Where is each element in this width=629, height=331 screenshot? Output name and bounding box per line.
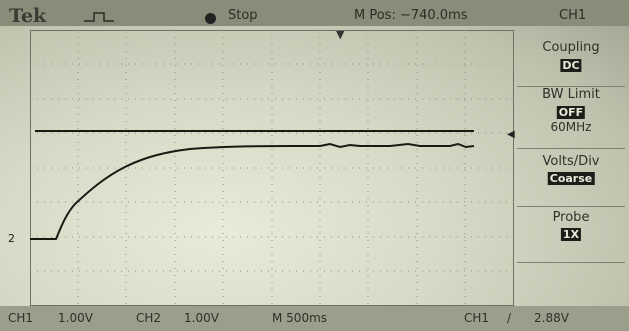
trigger-level: 2.88V bbox=[534, 311, 569, 325]
top-status-bar: Tek Stop M Pos: −740.0ms CH1 bbox=[0, 0, 629, 27]
coupling-label: Coupling bbox=[542, 40, 600, 55]
channel-menu: Coupling DC BW Limit OFF 60MHz Volts/Div… bbox=[513, 26, 629, 306]
graticule-border bbox=[30, 30, 514, 306]
volts-div-value: Coarse bbox=[547, 172, 595, 185]
ch1-scale: 1.00V bbox=[58, 311, 93, 325]
stop-indicator-icon bbox=[205, 13, 216, 24]
horizontal-position: M Pos: −740.0ms bbox=[354, 8, 468, 23]
channel-2-ground-marker: 2 bbox=[8, 232, 15, 245]
empty-menu-button[interactable] bbox=[517, 262, 625, 307]
probe-value: 1X bbox=[560, 228, 582, 241]
ch2-trace bbox=[30, 142, 475, 240]
bw-limit-value: OFF bbox=[556, 106, 586, 119]
bottom-status-bar: CH1 1.00V CH2 1.00V M 500ms CH1 / 2.88V bbox=[0, 306, 629, 331]
brand-logo: Tek bbox=[9, 5, 47, 27]
menu-title: CH1 bbox=[559, 8, 587, 23]
run-state: Stop bbox=[228, 8, 258, 23]
graticule-grid bbox=[30, 30, 514, 306]
volts-div-menu-button[interactable]: Volts/Div Coarse bbox=[517, 148, 625, 207]
probe-label: Probe bbox=[552, 210, 590, 225]
volts-div-label: Volts/Div bbox=[542, 154, 600, 169]
bw-limit-label: BW Limit bbox=[542, 87, 600, 102]
bw-limit-frequency: 60MHz bbox=[550, 120, 592, 134]
bw-limit-menu-button[interactable]: BW Limit OFF 60MHz bbox=[517, 86, 625, 149]
coupling-value: DC bbox=[560, 59, 582, 72]
trigger-slope-icon: / bbox=[507, 311, 512, 325]
timebase: M 500ms bbox=[272, 311, 328, 325]
ch2-scale: 1.00V bbox=[184, 311, 219, 325]
trigger-pulse-icon bbox=[84, 12, 114, 22]
trigger-position-marker: ▼ bbox=[336, 28, 345, 41]
ch1-label: CH1 bbox=[8, 311, 34, 325]
coupling-menu-button[interactable]: Coupling DC bbox=[517, 30, 625, 86]
ch2-label: CH2 bbox=[136, 311, 162, 325]
trigger-source: CH1 bbox=[464, 311, 490, 325]
waveform-graticule bbox=[30, 30, 514, 306]
probe-menu-button[interactable]: Probe 1X bbox=[517, 206, 625, 263]
trigger-level-arrow: ◀ bbox=[507, 129, 515, 140]
